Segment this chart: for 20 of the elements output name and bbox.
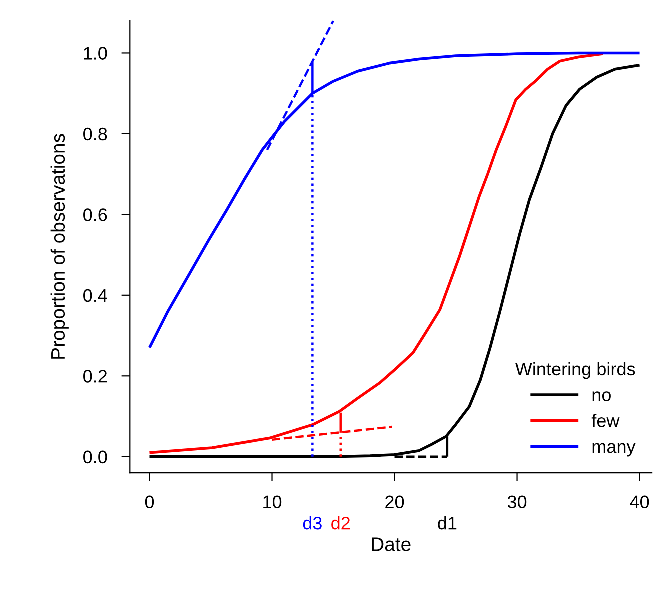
legend-label: many bbox=[592, 443, 636, 457]
text: d3 bbox=[303, 516, 322, 530]
x-tick-label: 20 bbox=[386, 496, 404, 509]
y-tick-label: 0.8 bbox=[84, 128, 108, 141]
legend-label: few bbox=[592, 414, 620, 428]
y-tick-label: 0.4 bbox=[84, 289, 108, 302]
x-tick-label: 10 bbox=[264, 496, 282, 509]
y-tick-label: 0.2 bbox=[84, 370, 108, 383]
text: d1 bbox=[438, 516, 457, 530]
y-tick-label: 1.0 bbox=[84, 47, 108, 60]
legend-title: Wintering birds bbox=[515, 362, 636, 380]
legend-label: no bbox=[592, 392, 611, 402]
y-tick-label: 0.6 bbox=[84, 208, 108, 222]
text: d2 bbox=[332, 516, 350, 530]
y-axis-title: Proportion of observations bbox=[50, 134, 69, 359]
y-tick-label: 0.0 bbox=[84, 450, 108, 464]
x-tick-label: 40 bbox=[630, 496, 650, 509]
x-tick-label: 0 bbox=[145, 496, 154, 509]
x-axis-title: Date bbox=[372, 538, 411, 552]
x-tick-label: 30 bbox=[508, 496, 527, 509]
